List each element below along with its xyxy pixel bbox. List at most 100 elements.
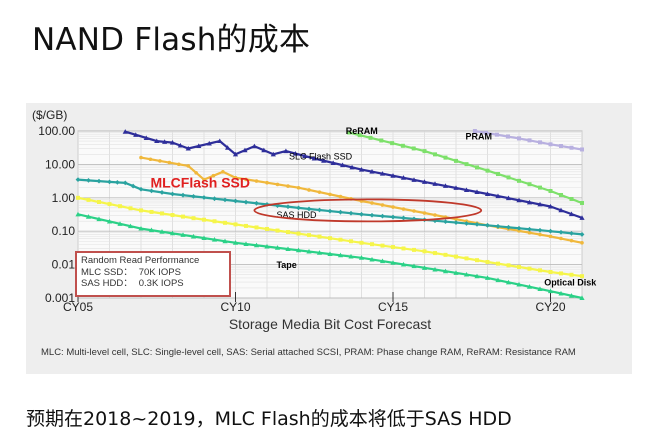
data-point bbox=[348, 253, 354, 259]
data-point bbox=[474, 273, 480, 279]
data-point bbox=[411, 263, 417, 269]
data-point bbox=[302, 153, 308, 159]
data-point bbox=[275, 182, 280, 187]
data-point bbox=[454, 254, 458, 259]
data-point bbox=[433, 251, 437, 256]
data-point bbox=[538, 268, 542, 273]
data-point bbox=[232, 240, 239, 245]
data-point bbox=[133, 132, 139, 137]
data-point bbox=[160, 211, 164, 216]
data-point bbox=[391, 205, 395, 209]
data-point bbox=[149, 209, 154, 214]
data-point bbox=[359, 240, 364, 245]
data-point bbox=[568, 293, 575, 298]
series-label: SAS HDD bbox=[276, 210, 317, 220]
data-point bbox=[206, 140, 212, 146]
data-point bbox=[433, 152, 437, 157]
data-point bbox=[421, 179, 428, 184]
data-point bbox=[264, 243, 270, 249]
data-point bbox=[186, 164, 191, 168]
data-point bbox=[139, 208, 143, 213]
data-point bbox=[349, 164, 355, 170]
performance-box: Random Read Performance MLC SSD： 70K IOP… bbox=[75, 251, 231, 297]
series-label: Tape bbox=[276, 260, 296, 270]
data-point bbox=[579, 295, 585, 300]
data-point bbox=[265, 226, 269, 231]
data-point bbox=[96, 216, 102, 222]
data-point bbox=[106, 218, 113, 224]
data-point bbox=[517, 264, 521, 269]
data-point bbox=[548, 188, 553, 193]
data-point bbox=[380, 203, 385, 207]
data-point bbox=[580, 147, 584, 152]
data-point bbox=[296, 205, 301, 211]
data-point bbox=[495, 223, 501, 229]
data-point bbox=[412, 209, 416, 213]
data-point bbox=[558, 229, 564, 235]
data-point bbox=[97, 199, 101, 204]
x-tick-label: CY15 bbox=[378, 300, 408, 314]
data-point bbox=[380, 243, 385, 248]
data-point bbox=[443, 155, 448, 160]
data-point bbox=[568, 211, 575, 217]
data-point bbox=[170, 191, 175, 197]
data-point bbox=[75, 177, 81, 183]
data-point bbox=[422, 211, 427, 215]
data-point bbox=[177, 142, 183, 148]
performance-value: 0.3K IOPS bbox=[138, 278, 184, 289]
data-point bbox=[516, 281, 522, 287]
y-tick-label: 0.01 bbox=[52, 258, 76, 272]
bit-cost-chart: 100.00 10.00 1.00 0.10 0.01 0.001 ($/GB) CY05 CY… bbox=[32, 108, 597, 332]
data-point bbox=[180, 232, 186, 237]
data-point bbox=[527, 182, 532, 187]
data-point bbox=[190, 233, 197, 239]
data-point bbox=[537, 286, 543, 291]
data-point bbox=[464, 256, 469, 261]
data-point bbox=[369, 212, 375, 218]
data-point bbox=[338, 209, 343, 215]
data-point bbox=[411, 177, 417, 182]
data-point bbox=[211, 173, 216, 178]
data-point bbox=[400, 143, 405, 148]
data-point bbox=[261, 147, 267, 153]
data-point bbox=[463, 271, 470, 277]
data-point bbox=[484, 275, 491, 280]
data-point bbox=[505, 195, 512, 201]
y-tick-label: 100.00 bbox=[38, 124, 75, 138]
slide-title: NAND Flash的成本 bbox=[32, 22, 311, 58]
data-point bbox=[169, 230, 176, 236]
data-point bbox=[411, 216, 417, 222]
data-point bbox=[285, 204, 291, 210]
data-point bbox=[223, 220, 227, 225]
data-point bbox=[390, 173, 396, 178]
data-point bbox=[475, 165, 479, 170]
data-point bbox=[559, 236, 563, 241]
data-point bbox=[211, 237, 218, 242]
data-point bbox=[107, 179, 112, 185]
y-tick-label: 1.00 bbox=[52, 191, 76, 205]
data-point bbox=[538, 232, 542, 237]
series-label: SLC Flash SSD bbox=[289, 152, 353, 162]
data-point bbox=[558, 290, 564, 296]
data-point bbox=[306, 248, 312, 254]
data-point bbox=[191, 193, 196, 199]
series-label: Optical Disk bbox=[544, 277, 597, 287]
data-point bbox=[317, 234, 322, 239]
data-point bbox=[569, 238, 574, 243]
data-point bbox=[212, 196, 217, 202]
data-point bbox=[569, 272, 574, 277]
data-point bbox=[128, 206, 133, 211]
data-point bbox=[180, 192, 186, 198]
data-point bbox=[358, 255, 365, 260]
x-tick-label: CY20 bbox=[535, 300, 565, 314]
data-point bbox=[327, 251, 333, 257]
data-point bbox=[527, 138, 532, 143]
data-point bbox=[127, 223, 134, 229]
data-point bbox=[96, 178, 102, 184]
data-point bbox=[117, 221, 123, 226]
data-point bbox=[202, 217, 206, 222]
x-tick-label: CY05 bbox=[63, 300, 93, 314]
series-label: PRAM bbox=[465, 132, 492, 142]
data-point bbox=[569, 230, 574, 236]
data-point bbox=[275, 228, 280, 233]
